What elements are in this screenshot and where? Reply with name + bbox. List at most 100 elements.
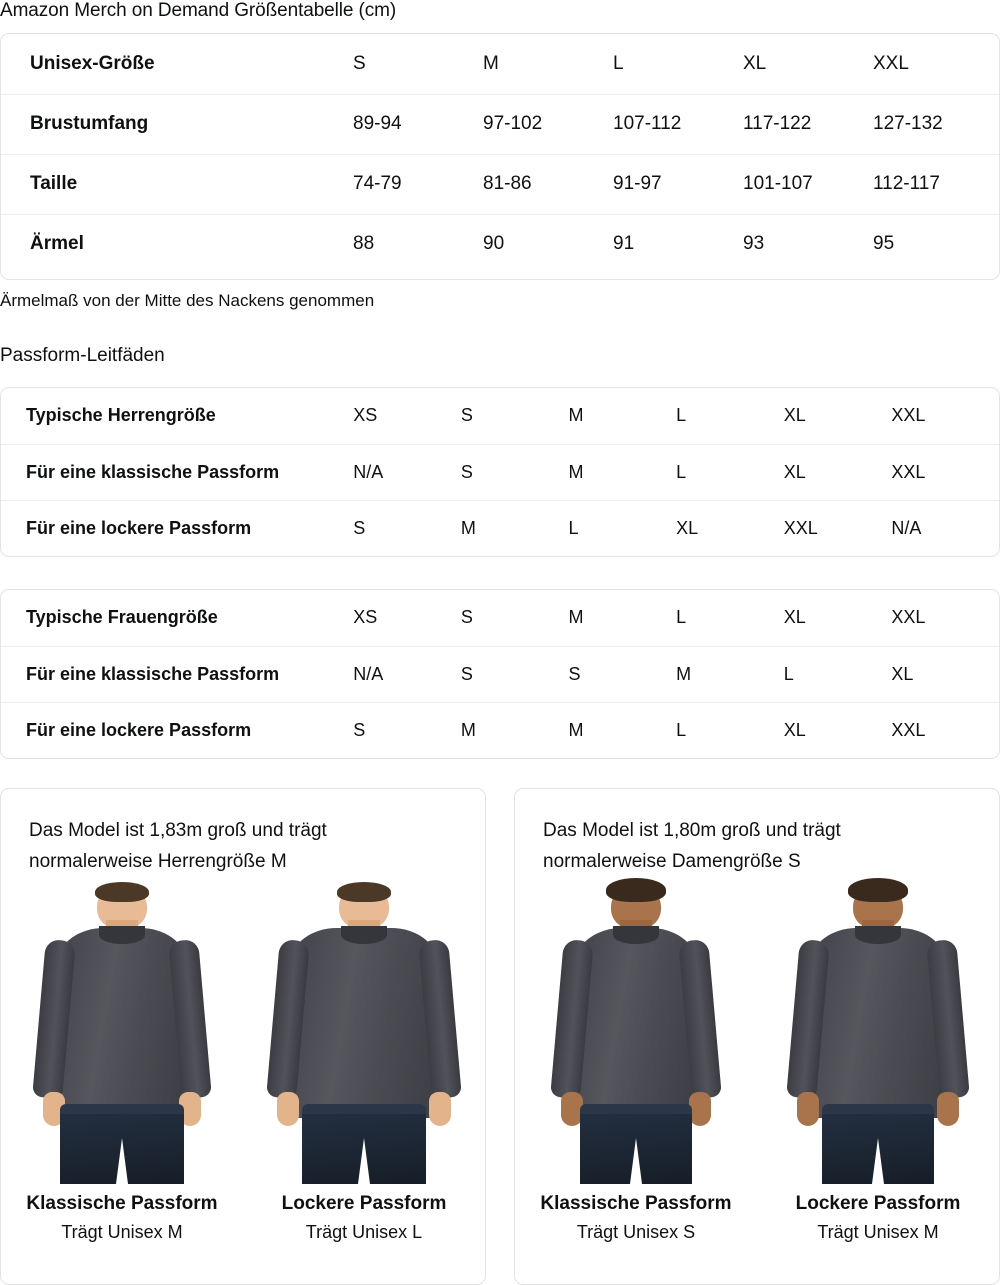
shirt-shape	[576, 928, 696, 1110]
model-caption: Das Model ist 1,83m groß und trägt norma…	[29, 820, 327, 872]
cell: 91	[613, 213, 743, 274]
row-header: Taille	[1, 153, 353, 214]
cell: XL	[783, 607, 806, 628]
cell: 90	[483, 213, 613, 274]
right-hand-shape	[179, 1092, 201, 1126]
female-model-illustration	[541, 878, 731, 1184]
cell: S	[460, 443, 569, 500]
row-header: Für eine lockere Passform	[1, 701, 354, 758]
page-title: Amazon Merch on Demand Größentabelle (cm…	[0, 0, 397, 21]
cell: N/A	[353, 645, 461, 702]
model-figures	[515, 878, 999, 1184]
cell: S	[353, 499, 461, 556]
cell: M	[568, 443, 677, 500]
cell: 97-102	[483, 93, 613, 154]
mens-model-panel: Das Model ist 1,83m groß und trägt norma…	[0, 788, 486, 1285]
cell: 101-107	[743, 153, 873, 214]
fit-name: Klassische Passform	[26, 1193, 218, 1214]
cell: L	[568, 499, 677, 556]
cell: S	[568, 645, 677, 702]
cell: 89-94	[353, 93, 483, 154]
cell: M	[460, 499, 569, 556]
cell: M	[676, 645, 784, 702]
model-figure-classic-fit	[515, 878, 757, 1184]
womens-fit-guide-table-card: Typische Frauengröße XS S M L XL XXL Für…	[0, 589, 1000, 759]
model-figure-loose-fit	[243, 882, 485, 1184]
cell: N/A	[891, 499, 999, 556]
left-hand-shape	[561, 1092, 583, 1126]
mens-fit-guide-table-card: Typische Herrengröße XS S M L XL XXL Für…	[0, 387, 1000, 557]
right-hand-shape	[689, 1092, 711, 1126]
cell: 74-79	[353, 153, 483, 214]
left-hand-shape	[797, 1092, 819, 1126]
table-row: Typische Herrengröße XS S M L XL XXL	[1, 388, 999, 444]
male-model-illustration	[27, 882, 217, 1184]
sleeve-measure-note: Ärmelmaß von der Mitte des Nackens genom…	[0, 291, 375, 310]
collar-shape	[99, 926, 145, 944]
cell: L	[676, 405, 687, 426]
cell: 117-122	[743, 93, 873, 154]
unisex-size-table-card: Unisex-Größe S M L XL XXL Brustumfang 89…	[0, 33, 1000, 280]
cell: S	[460, 645, 569, 702]
cell: L	[783, 645, 892, 702]
table-row: Für eine lockere Passform S M L XL XXL N…	[1, 499, 999, 556]
cell: XXL	[873, 52, 909, 74]
womens-model-panel: Das Model ist 1,80m groß und trägt norma…	[514, 788, 1000, 1285]
cell: M	[483, 52, 499, 74]
collar-shape	[855, 926, 901, 944]
hair-shape	[95, 882, 149, 902]
wears-size: Trägt Unisex S	[576, 1222, 696, 1242]
shirt-shape	[291, 928, 437, 1118]
cell: XXL	[891, 607, 926, 628]
wears-size: Trägt Unisex L	[305, 1222, 423, 1242]
model-caption: Das Model ist 1,80m groß und trägt norma…	[543, 820, 841, 872]
cell: 81-86	[483, 153, 613, 214]
jeans-shape	[822, 1104, 934, 1184]
cell: L	[676, 701, 784, 758]
table-row: Unisex-Größe S M L XL XXL	[1, 34, 999, 94]
cell: XXL	[891, 443, 999, 500]
fit-name: Lockere Passform	[281, 1193, 447, 1214]
cell: 112-117	[873, 153, 999, 214]
unisex-size-table: Unisex-Größe S M L XL XXL Brustumfang 89…	[1, 34, 999, 274]
cell: L	[676, 443, 784, 500]
belt-shape	[580, 1104, 692, 1114]
table-row: Für eine lockere Passform S M M L XL XXL	[1, 701, 999, 758]
model-figure-labels: Klassische Passform Trägt Unisex S Locke…	[515, 1191, 999, 1247]
model-figure-labels: Klassische Passform Trägt Unisex M Locke…	[1, 1191, 485, 1247]
jeans-shape	[580, 1104, 692, 1184]
cell: L	[613, 52, 624, 74]
cell: XL	[891, 645, 999, 702]
cell: XL	[783, 701, 892, 758]
fit-guides-title: Passform-Leitfäden	[0, 345, 165, 366]
model-figure-loose-fit	[757, 878, 999, 1184]
belt-shape	[302, 1104, 426, 1114]
cell: XXL	[891, 701, 999, 758]
cell: XXL	[891, 405, 926, 426]
figure-label-loose: Lockere Passform Trägt Unisex M	[757, 1191, 999, 1247]
fit-name: Klassische Passform	[540, 1193, 732, 1214]
table-row: Brustumfang 89-94 97-102 107-112 117-122…	[1, 93, 999, 154]
figure-label-classic: Klassische Passform Trägt Unisex M	[1, 1191, 243, 1247]
mens-fit-guide-table: Typische Herrengröße XS S M L XL XXL Für…	[1, 388, 999, 556]
cell: S	[460, 405, 473, 426]
cell: XL	[676, 499, 784, 556]
row-header: Für eine klassische Passform	[1, 443, 354, 500]
cell: 91-97	[613, 153, 743, 214]
row-header: Typische Herrengröße	[26, 405, 216, 426]
cell: 88	[353, 213, 483, 274]
cell: XXL	[783, 499, 892, 556]
cell: XL	[783, 405, 806, 426]
right-hand-shape	[429, 1092, 451, 1126]
row-header: Typische Frauengröße	[26, 607, 218, 628]
row-header: Für eine klassische Passform	[1, 645, 354, 702]
cell: XL	[783, 443, 892, 500]
womens-fit-guide-table: Typische Frauengröße XS S M L XL XXL Für…	[1, 590, 999, 758]
cell: M	[568, 607, 584, 628]
table-row: Taille 74-79 81-86 91-97 101-107 112-117	[1, 153, 999, 214]
cell: N/A	[353, 443, 461, 500]
table-row: Typische Frauengröße XS S M L XL XXL	[1, 590, 999, 646]
row-header: Ärmel	[1, 213, 353, 274]
model-figure-classic-fit	[1, 882, 243, 1184]
